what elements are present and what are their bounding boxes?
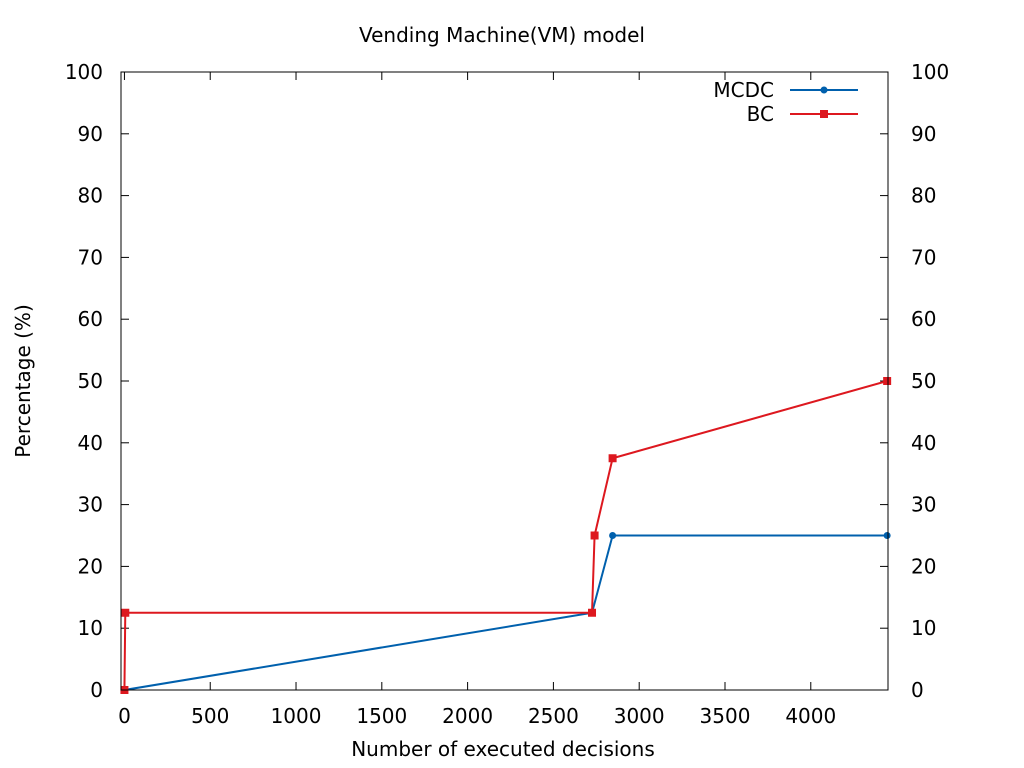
data-point bbox=[883, 532, 891, 539]
y-tick-label: 90 bbox=[78, 122, 103, 146]
y-tick-label: 30 bbox=[78, 493, 103, 517]
data-point bbox=[883, 377, 892, 385]
y-tick-label: 10 bbox=[78, 616, 103, 640]
y-axis-label: Percentage (%) bbox=[11, 304, 35, 457]
y2-tick-label: 50 bbox=[911, 369, 936, 393]
y-tick-label: 60 bbox=[78, 307, 103, 331]
legend-item-mcdc: MCDC bbox=[713, 78, 858, 102]
x-tick-label: 1500 bbox=[356, 704, 407, 728]
legend-marker bbox=[820, 86, 828, 94]
x-tick-label: 2000 bbox=[442, 704, 493, 728]
chart-title: Vending Machine(VM) model bbox=[359, 23, 645, 47]
x-tick-label: 2500 bbox=[528, 704, 579, 728]
x-tick-label: 4000 bbox=[785, 704, 836, 728]
y2-tick-label: 10 bbox=[911, 616, 936, 640]
y-tick-label: 0 bbox=[90, 678, 103, 702]
series-line bbox=[123, 380, 888, 691]
y2-tick-label: 20 bbox=[911, 554, 936, 578]
legend-item-bc: BC bbox=[747, 102, 858, 126]
y2-tick-label: 30 bbox=[911, 493, 936, 517]
y-tick-label: 100 bbox=[65, 60, 103, 84]
x-tick-label: 1000 bbox=[271, 704, 322, 728]
series-line bbox=[124, 534, 888, 691]
y2-tick-label: 100 bbox=[911, 60, 949, 84]
legend-marker bbox=[820, 110, 828, 118]
y2-tick-label: 90 bbox=[911, 122, 936, 146]
data-point bbox=[608, 454, 617, 463]
y-tick-label: 70 bbox=[78, 245, 103, 269]
y2-tick-label: 40 bbox=[911, 431, 936, 455]
y-tick-label: 40 bbox=[78, 431, 103, 455]
x-tick-label: 500 bbox=[191, 704, 229, 728]
y2-tick-label: 80 bbox=[911, 184, 936, 208]
y-tick-label: 50 bbox=[78, 369, 103, 393]
y2-tick-label: 0 bbox=[911, 678, 924, 702]
y-tick-label: 20 bbox=[78, 554, 103, 578]
y2-tick-label: 70 bbox=[911, 245, 936, 269]
y-tick-label: 80 bbox=[78, 184, 103, 208]
x-tick-label: 3000 bbox=[614, 704, 665, 728]
plot-frame bbox=[120, 71, 889, 691]
x-axis-label: Number of executed decisions bbox=[351, 737, 655, 761]
data-point bbox=[609, 532, 617, 539]
data-point bbox=[590, 531, 599, 540]
data-point bbox=[121, 608, 130, 617]
legend-label: BC bbox=[747, 102, 774, 126]
data-point bbox=[588, 608, 597, 617]
series-layer bbox=[120, 377, 892, 694]
x-tick-label: 3500 bbox=[700, 704, 751, 728]
x-tick-label: 0 bbox=[118, 704, 131, 728]
y2-tick-label: 60 bbox=[911, 307, 936, 331]
legend-label: MCDC bbox=[713, 78, 774, 102]
